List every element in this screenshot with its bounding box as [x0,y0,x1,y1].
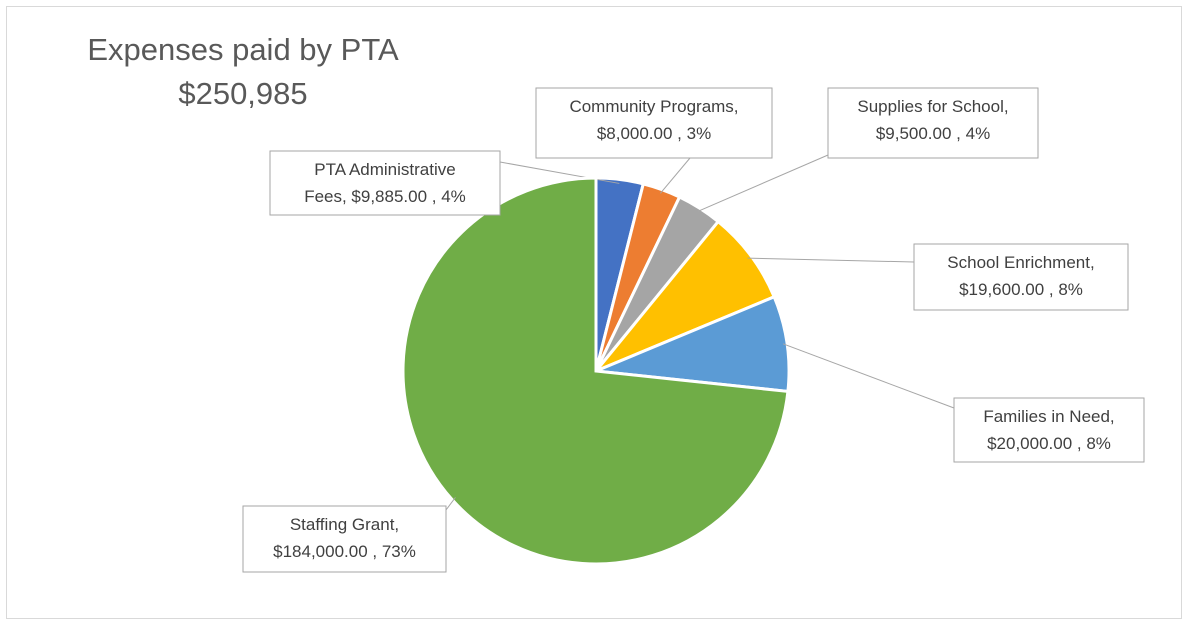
leader-line [697,155,828,212]
data-label-text: School Enrichment, [947,253,1094,272]
data-label: Supplies for School, $9,500.00 , 4% [828,88,1038,158]
data-label: Families in Need, $20,000.00 , 8% [954,398,1144,462]
data-label-text: Community Programs, [569,97,738,116]
data-label: School Enrichment, $19,600.00 , 8% [914,244,1128,310]
data-label-text: Staffing Grant, [290,515,399,534]
data-label-text: $184,000.00 , 73% [273,542,416,561]
data-label-text: Families in Need, [983,407,1114,426]
data-label: Community Programs, $8,000.00 , 3% [536,88,772,158]
data-label-text: Supplies for School, [857,97,1008,116]
leader-line [748,258,914,262]
data-label-text: Fees, $9,885.00 , 4% [304,187,466,206]
data-label-text: $19,600.00 , 8% [959,280,1083,299]
leader-line [660,158,690,193]
data-label-text: $8,000.00 , 3% [597,124,711,143]
data-label-text: $20,000.00 , 8% [987,434,1111,453]
data-label-text: PTA Administrative [314,160,455,179]
data-label: PTA Administrative Fees, $9,885.00 , 4% [270,151,500,215]
data-label: Staffing Grant, $184,000.00 , 73% [243,506,446,572]
leader-line [783,344,954,408]
data-label-text: $9,500.00 , 4% [876,124,990,143]
